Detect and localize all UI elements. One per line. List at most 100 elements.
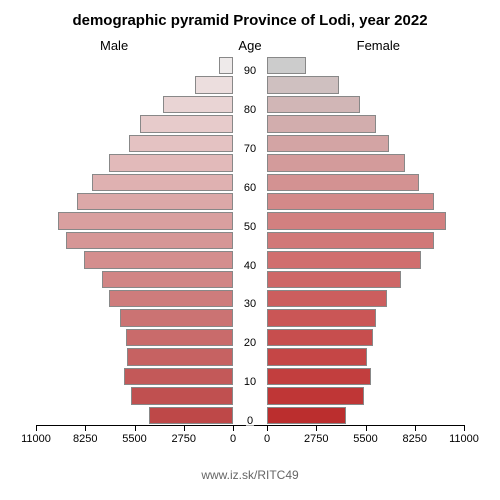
male-bar [102, 271, 233, 288]
male-half [36, 251, 250, 268]
female-bar [267, 115, 376, 132]
pyramid-row [36, 329, 464, 346]
male-half [36, 154, 250, 171]
pyramid-row [36, 57, 464, 74]
female-half [250, 329, 464, 346]
female-half [250, 368, 464, 385]
male-bar [109, 290, 233, 307]
x-tick-label: 11000 [449, 433, 479, 445]
x-tick-label: 2750 [172, 433, 196, 445]
female-half [250, 76, 464, 93]
watermark: www.iz.sk/RITC49 [0, 468, 500, 482]
male-bar [124, 368, 233, 385]
male-bar [92, 174, 233, 191]
pyramid-chart: demographic pyramid Province of Lodi, ye… [0, 0, 500, 500]
female-half [250, 290, 464, 307]
x-tick-mark [366, 425, 367, 431]
male-bar [84, 251, 233, 268]
male-half [36, 212, 250, 229]
x-axis: 110008250550027500027505500825011000 [36, 425, 464, 455]
pyramid-row [36, 135, 464, 152]
female-bar [267, 271, 401, 288]
male-half [36, 96, 250, 113]
pyramid-row [36, 271, 464, 288]
pyramid-row [36, 290, 464, 307]
female-half [250, 135, 464, 152]
female-bar [267, 251, 421, 268]
female-half [250, 232, 464, 249]
female-half [250, 154, 464, 171]
male-half [36, 135, 250, 152]
female-bar [267, 387, 364, 404]
x-tick-mark [184, 425, 185, 431]
pyramid-row [36, 193, 464, 210]
male-bar [131, 387, 233, 404]
male-half [36, 387, 250, 404]
female-bar [267, 135, 389, 152]
x-tick-mark [135, 425, 136, 431]
pyramid-row [36, 251, 464, 268]
pyramid-row [36, 76, 464, 93]
male-bar [66, 232, 233, 249]
female-half [250, 193, 464, 210]
x-tick-mark [267, 425, 268, 431]
female-bar [267, 154, 405, 171]
male-bar [77, 193, 233, 210]
female-bar [267, 407, 346, 424]
chart-title: demographic pyramid Province of Lodi, ye… [0, 0, 500, 29]
x-tick-label: 0 [264, 433, 270, 445]
female-bar [267, 232, 434, 249]
male-bar [126, 329, 233, 346]
male-half [36, 290, 250, 307]
pyramid-row [36, 368, 464, 385]
male-half [36, 174, 250, 191]
female-half [250, 96, 464, 113]
female-bar [267, 96, 360, 113]
pyramid-row [36, 96, 464, 113]
x-tick-mark [415, 425, 416, 431]
male-label: Male [100, 38, 128, 53]
x-tick-label: 0 [230, 433, 236, 445]
x-tick-label: 2750 [304, 433, 328, 445]
female-bar [267, 309, 376, 326]
chart-area: 0102030405060708090 [36, 56, 464, 425]
pyramid-row [36, 387, 464, 404]
female-half [250, 309, 464, 326]
male-bar [129, 135, 233, 152]
female-bar [267, 368, 371, 385]
female-half [250, 251, 464, 268]
male-half [36, 368, 250, 385]
x-tick-label: 11000 [21, 433, 51, 445]
male-half [36, 115, 250, 132]
male-bar [109, 154, 233, 171]
male-half [36, 57, 250, 74]
male-half [36, 329, 250, 346]
pyramid-row [36, 348, 464, 365]
x-tick-mark [85, 425, 86, 431]
female-half [250, 271, 464, 288]
male-half [36, 407, 250, 424]
x-tick-label: 5500 [353, 433, 377, 445]
female-bar [267, 57, 306, 74]
female-half [250, 387, 464, 404]
female-half [250, 407, 464, 424]
pyramid-row [36, 174, 464, 191]
pyramid-row [36, 232, 464, 249]
x-tick-mark [464, 425, 465, 431]
female-bar [267, 290, 387, 307]
pyramid-row [36, 212, 464, 229]
x-tick-mark [316, 425, 317, 431]
x-tick-mark [233, 425, 234, 431]
male-bar [120, 309, 233, 326]
female-bar [267, 348, 367, 365]
female-bar [267, 76, 339, 93]
x-tick-label: 5500 [122, 433, 146, 445]
male-half [36, 193, 250, 210]
x-tick-mark [36, 425, 37, 431]
female-bar [267, 193, 434, 210]
female-half [250, 115, 464, 132]
pyramid-row [36, 154, 464, 171]
x-tick-label: 8250 [73, 433, 97, 445]
male-half [36, 271, 250, 288]
male-half [36, 348, 250, 365]
